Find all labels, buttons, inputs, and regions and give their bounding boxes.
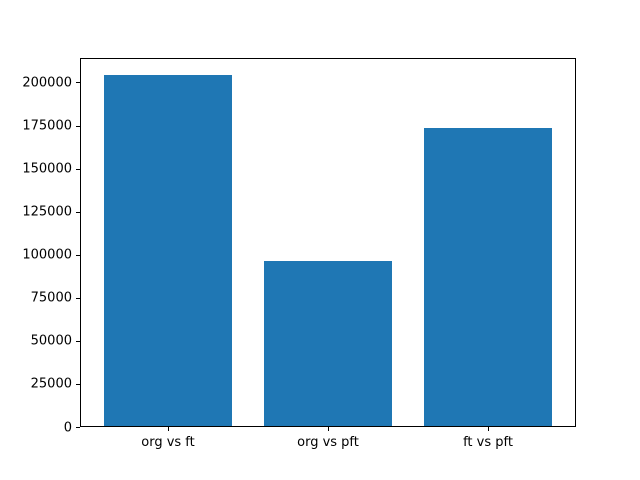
- y-tick-label: 200000: [22, 75, 72, 91]
- x-tick-mark: [488, 427, 489, 431]
- y-tick-mark: [76, 126, 80, 127]
- y-tick-label: 100000: [22, 247, 72, 263]
- bar-org-vs-pft: [264, 261, 392, 426]
- y-tick-mark: [76, 212, 80, 213]
- x-tick-label: org vs ft: [141, 435, 195, 450]
- y-tick-mark: [76, 427, 80, 428]
- y-tick-label: 50000: [30, 333, 72, 349]
- x-tick-label: ft vs pft: [463, 435, 513, 450]
- y-tick-mark: [76, 82, 80, 83]
- y-tick-mark: [76, 169, 80, 170]
- y-tick-mark: [76, 384, 80, 385]
- y-tick-label: 0: [63, 420, 72, 435]
- x-tick-label: org vs pft: [297, 435, 359, 450]
- bar-org-vs-ft: [104, 74, 232, 426]
- plot-area: [80, 58, 576, 427]
- x-tick-mark: [168, 427, 169, 431]
- y-tick-label: 25000: [30, 376, 72, 392]
- y-tick-label: 150000: [22, 161, 72, 177]
- y-tick-mark: [76, 341, 80, 342]
- y-tick-mark: [76, 298, 80, 299]
- y-tick-mark: [76, 255, 80, 256]
- bar-ft-vs-pft: [424, 127, 552, 426]
- y-tick-label: 175000: [22, 118, 72, 134]
- y-tick-label: 75000: [30, 290, 72, 306]
- y-tick-label: 125000: [22, 204, 72, 220]
- x-tick-mark: [328, 427, 329, 431]
